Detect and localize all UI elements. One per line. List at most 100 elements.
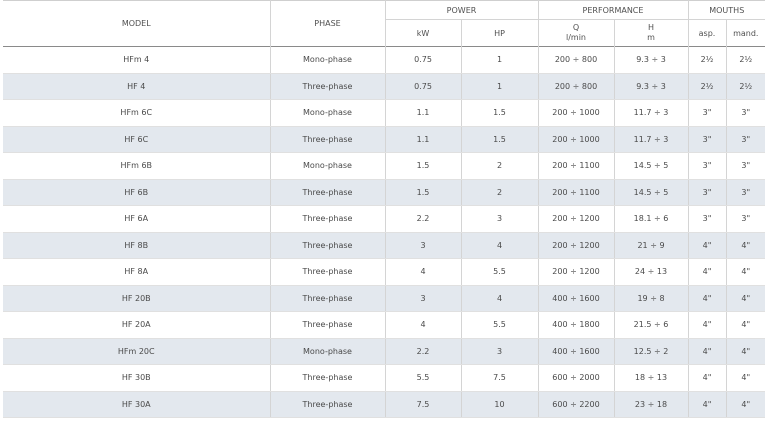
cell-q: 400 ÷ 1800 (538, 311, 615, 339)
cell-kw: 5.5 (385, 364, 462, 392)
cell-q: 400 ÷ 1600 (538, 338, 615, 365)
cell-asp: 3" (688, 126, 727, 153)
cell-hp: 2 (461, 179, 539, 206)
table-row: HF 6C Three-phase 1.1 1.5 200 ÷ 1000 11.… (3, 126, 766, 153)
cell-phase: Three-phase (270, 126, 386, 153)
table-body: HFm 4 Mono-phase 0.75 1 200 ÷ 800 9.3 ÷ … (3, 46, 766, 418)
cell-q: 600 ÷ 2200 (538, 391, 615, 418)
cell-mand: 2½ (726, 46, 766, 74)
cell-hp: 1 (461, 73, 539, 100)
cell-kw: 0.75 (385, 46, 462, 74)
header-q: Q l/min (538, 19, 615, 47)
header-h: H m (614, 19, 689, 47)
cell-asp: 3" (688, 152, 727, 180)
cell-kw: 1.1 (385, 126, 462, 153)
table-row: HF 6B Three-phase 1.5 2 200 ÷ 1100 14.5 … (3, 179, 766, 206)
cell-mand: 3" (726, 152, 766, 180)
cell-mand: 4" (726, 311, 766, 339)
cell-phase: Three-phase (270, 73, 386, 100)
cell-q: 200 ÷ 1000 (538, 99, 615, 127)
cell-h: 24 ÷ 13 (614, 258, 689, 286)
cell-model: HFm 6B (3, 152, 271, 180)
cell-hp: 10 (461, 391, 539, 418)
cell-model: HF 6B (3, 179, 271, 206)
cell-model: HF 6C (3, 126, 271, 153)
cell-hp: 1 (461, 46, 539, 74)
cell-phase: Three-phase (270, 364, 386, 392)
header-phase: PHASE (270, 0, 386, 47)
table-row: HFm 4 Mono-phase 0.75 1 200 ÷ 800 9.3 ÷ … (3, 46, 766, 74)
pump-specs-table: MODEL PHASE POWER PERFORMANCE MOUTHS kW … (3, 0, 766, 418)
header-hp: HP (461, 19, 539, 47)
table-row: HF 8B Three-phase 3 4 200 ÷ 1200 21 ÷ 9 … (3, 232, 766, 259)
cell-h: 14.5 ÷ 5 (614, 152, 689, 180)
cell-h: 21.5 ÷ 6 (614, 311, 689, 339)
cell-model: HFm 6C (3, 99, 271, 127)
cell-kw: 1.1 (385, 99, 462, 127)
header-power: POWER (385, 0, 539, 20)
cell-mand: 4" (726, 391, 766, 418)
cell-asp: 2½ (688, 46, 727, 74)
cell-mand: 3" (726, 126, 766, 153)
cell-q: 200 ÷ 1200 (538, 205, 615, 233)
cell-mand: 3" (726, 205, 766, 233)
cell-phase: Mono-phase (270, 99, 386, 127)
cell-hp: 1.5 (461, 126, 539, 153)
header-h-label: H (647, 23, 654, 32)
cell-h: 9.3 ÷ 3 (614, 73, 689, 100)
cell-h: 21 ÷ 9 (614, 232, 689, 259)
cell-q: 200 ÷ 1200 (538, 232, 615, 259)
cell-kw: 1.5 (385, 179, 462, 206)
cell-h: 18 ÷ 13 (614, 364, 689, 392)
cell-h: 23 ÷ 18 (614, 391, 689, 418)
header-model: MODEL (3, 0, 271, 47)
cell-phase: Mono-phase (270, 46, 386, 74)
cell-h: 19 ÷ 8 (614, 285, 689, 312)
cell-h: 12.5 ÷ 2 (614, 338, 689, 365)
cell-model: HF 20B (3, 285, 271, 312)
cell-mand: 3" (726, 99, 766, 127)
cell-asp: 4" (688, 391, 727, 418)
cell-hp: 4 (461, 285, 539, 312)
cell-asp: 4" (688, 258, 727, 286)
cell-q: 200 ÷ 1200 (538, 258, 615, 286)
cell-model: HF 8B (3, 232, 271, 259)
cell-mand: 4" (726, 338, 766, 365)
cell-mand: 3" (726, 179, 766, 206)
header-kw: kW (385, 19, 462, 47)
cell-model: HF 6A (3, 205, 271, 233)
table-row: HF 30B Three-phase 5.5 7.5 600 ÷ 2000 18… (3, 364, 766, 392)
table-row: HF 20B Three-phase 3 4 400 ÷ 1600 19 ÷ 8… (3, 285, 766, 312)
cell-asp: 4" (688, 364, 727, 392)
cell-asp: 4" (688, 338, 727, 365)
cell-h: 9.3 ÷ 3 (614, 46, 689, 74)
cell-hp: 1.5 (461, 99, 539, 127)
cell-mand: 4" (726, 232, 766, 259)
table-row: HF 20A Three-phase 4 5.5 400 ÷ 1800 21.5… (3, 311, 766, 339)
cell-mand: 4" (726, 258, 766, 286)
cell-model: HF 8A (3, 258, 271, 286)
cell-model: HFm 20C (3, 338, 271, 365)
cell-h: 11.7 ÷ 3 (614, 99, 689, 127)
cell-kw: 3 (385, 285, 462, 312)
cell-asp: 3" (688, 179, 727, 206)
cell-phase: Three-phase (270, 205, 386, 233)
cell-kw: 7.5 (385, 391, 462, 418)
cell-asp: 3" (688, 205, 727, 233)
table-row: HF 4 Three-phase 0.75 1 200 ÷ 800 9.3 ÷ … (3, 73, 766, 100)
cell-kw: 3 (385, 232, 462, 259)
cell-phase: Three-phase (270, 179, 386, 206)
cell-phase: Three-phase (270, 285, 386, 312)
header-performance: PERFORMANCE (538, 0, 689, 20)
cell-hp: 5.5 (461, 311, 539, 339)
header-q-unit: l/min (565, 33, 586, 42)
cell-mand: 4" (726, 364, 766, 392)
cell-kw: 1.5 (385, 152, 462, 180)
cell-phase: Three-phase (270, 311, 386, 339)
cell-q: 200 ÷ 800 (538, 73, 615, 100)
cell-asp: 3" (688, 99, 727, 127)
cell-q: 200 ÷ 800 (538, 46, 615, 74)
cell-phase: Mono-phase (270, 338, 386, 365)
cell-h: 11.7 ÷ 3 (614, 126, 689, 153)
cell-kw: 2.2 (385, 338, 462, 365)
